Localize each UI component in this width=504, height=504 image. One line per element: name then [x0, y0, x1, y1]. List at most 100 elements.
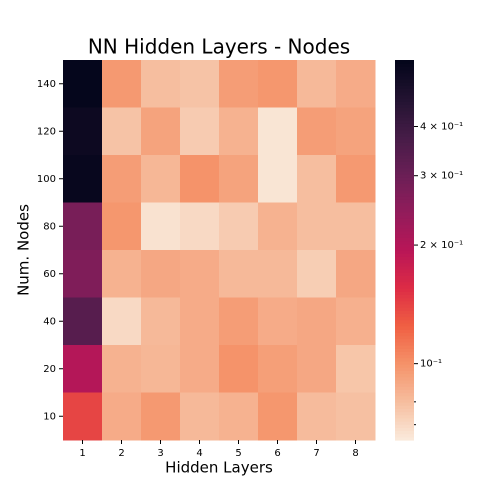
colorbar-segment: [395, 79, 414, 83]
colorbar-segment: [395, 101, 414, 105]
heatmap-cell: [258, 60, 298, 108]
colorbar-segment: [395, 421, 414, 425]
colorbar-segment: [395, 373, 414, 378]
colorbar-segment: [395, 75, 414, 80]
colorbar-segment: [395, 113, 414, 118]
colorbar-segment: [395, 259, 414, 264]
colorbar-segment: [395, 303, 414, 308]
colorbar-segment: [395, 367, 414, 371]
colorbar-segment: [395, 433, 414, 438]
colorbar-segment: [395, 294, 414, 299]
heatmap-cell: [258, 392, 298, 441]
heatmap-cell: [63, 392, 103, 441]
colorbar-segment: [395, 88, 414, 93]
colorbar-segment: [395, 284, 414, 289]
colorbar-segment: [395, 383, 414, 387]
heatmap-cell: [219, 107, 259, 156]
heatmap-cell: [258, 202, 298, 251]
y-tick-label: 100: [37, 174, 56, 185]
colorbar-segment: [395, 126, 414, 131]
heatmap-cell: [180, 392, 220, 441]
colorbar-segment: [395, 202, 414, 207]
colorbar-segment: [395, 63, 414, 67]
colorbar-segment: [395, 183, 414, 188]
x-tick-label: 3: [157, 448, 163, 459]
colorbar-segment: [395, 272, 414, 276]
colorbar-segment: [395, 110, 414, 115]
colorbar-segment: [395, 300, 414, 305]
heatmap-cell: [180, 345, 220, 393]
colorbar-segment: [395, 250, 414, 254]
heatmap-cell: [102, 107, 142, 156]
heatmap-cell: [180, 202, 220, 251]
colorbar-segment: [395, 316, 414, 321]
colorbar-tick-label: 4 × 10⁻¹: [420, 121, 463, 132]
heatmap-cell: [297, 202, 337, 251]
colorbar-segment: [395, 148, 414, 153]
colorbar-segment: [395, 243, 414, 248]
colorbar-segment: [395, 360, 414, 365]
heatmap-cell: [258, 155, 298, 203]
heatmap-cell: [258, 345, 298, 393]
colorbar-segment: [395, 332, 414, 337]
heatmap-cell: [219, 155, 259, 203]
colorbar-segment: [395, 275, 414, 280]
x-tick-label: 2: [118, 448, 124, 459]
colorbar-segment: [395, 145, 414, 150]
colorbar-segment: [395, 120, 414, 124]
colorbar-segment: [395, 354, 414, 359]
colorbar-segment: [395, 341, 414, 346]
colorbar-segment: [395, 338, 414, 343]
chart-title: NN Hidden Layers - Nodes: [88, 35, 350, 59]
heatmap-cell: [219, 345, 259, 393]
x-tick-label: 4: [196, 448, 202, 459]
colorbar-segment: [395, 129, 414, 134]
colorbar-segment: [395, 322, 414, 327]
colorbar-segment: [395, 395, 414, 400]
colorbar-segment: [395, 107, 414, 112]
heatmap-cell: [219, 202, 259, 251]
colorbar-segment: [395, 335, 414, 340]
colorbar-segment: [395, 436, 414, 441]
x-tick-label: 7: [313, 448, 319, 459]
colorbar-segment: [395, 389, 414, 394]
heatmap-cell: [63, 107, 103, 156]
colorbar-segment: [395, 246, 414, 251]
heatmap-cell: [336, 107, 376, 156]
colorbar-segment: [395, 224, 414, 229]
colorbar-segment: [395, 98, 414, 102]
heatmap-cell: [336, 345, 376, 393]
colorbar-segment: [395, 417, 414, 422]
colorbar-segment: [395, 85, 414, 90]
y-tick-label: 80: [43, 221, 56, 232]
colorbar-segment: [395, 177, 414, 181]
heatmap-cell: [141, 202, 181, 251]
heatmap-cell: [297, 60, 337, 108]
heatmap-cell: [297, 155, 337, 203]
colorbar-segment: [395, 174, 414, 178]
colorbar-segment: [395, 253, 414, 257]
colorbar-segment: [395, 411, 414, 416]
colorbar-segment: [395, 94, 414, 99]
colorbar-segment: [395, 297, 414, 302]
colorbar-segment: [395, 278, 414, 283]
heatmap-cell: [180, 250, 220, 298]
y-tick-label: 20: [43, 364, 56, 375]
colorbar-segment: [395, 66, 414, 71]
heatmap-cell: [63, 202, 103, 251]
colorbar-segment: [395, 104, 414, 109]
y-tick-label: 40: [43, 316, 56, 327]
heatmap-cell: [63, 60, 103, 108]
colorbar-segment: [395, 351, 414, 356]
colorbar-segment: [395, 307, 414, 311]
colorbar-segment: [395, 281, 414, 286]
heatmap-cell: [102, 345, 142, 393]
heatmap-cell: [102, 60, 142, 108]
colorbar-tick-label: 10⁻¹: [420, 359, 442, 370]
colorbar-segment: [395, 240, 414, 245]
heatmap-cell: [180, 60, 220, 108]
colorbar-segment: [395, 326, 414, 330]
heatmap-cell: [297, 345, 337, 393]
colorbar-segment: [395, 72, 414, 77]
y-tick-label: 60: [43, 269, 56, 280]
